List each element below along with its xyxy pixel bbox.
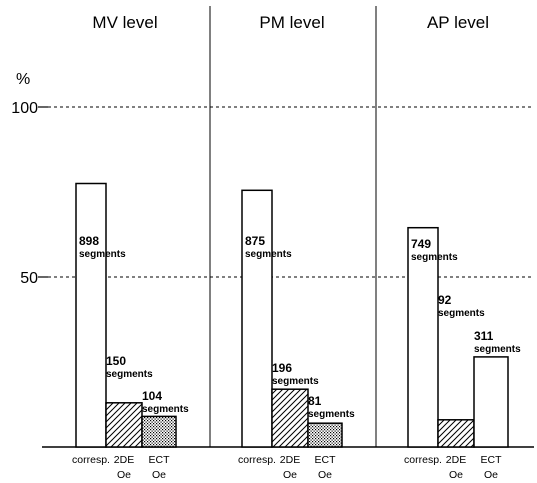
bar — [141, 415, 177, 448]
bar-count-label: 311 — [474, 329, 494, 343]
category-label: 2DE — [446, 454, 466, 466]
bar-count-label: 81 — [308, 394, 322, 408]
bar-segments-label: segments — [245, 249, 292, 260]
bar — [241, 189, 273, 448]
bar-count-label: 898 — [79, 234, 99, 248]
bar-count-label: 196 — [272, 361, 292, 375]
y-tick-label: 50 — [20, 270, 38, 287]
bar-count-label: 104 — [142, 389, 162, 403]
bar — [271, 388, 309, 448]
bar — [437, 419, 475, 448]
bar — [473, 356, 509, 448]
panel-title: PM level — [259, 13, 324, 32]
bar-count-label: 749 — [411, 237, 431, 251]
panel-title: AP level — [427, 13, 489, 32]
bar-segments-label: segments — [142, 404, 189, 415]
category-sublabel: Oe — [318, 469, 332, 481]
bar — [407, 226, 439, 448]
category-sublabel: Oe — [449, 469, 463, 481]
y-unit-label: % — [16, 71, 30, 88]
category-sublabel: Oe — [283, 469, 297, 481]
bar-count-label: 150 — [106, 354, 126, 368]
category-label: corresp. — [404, 454, 442, 466]
bar — [307, 422, 343, 448]
bar-segments-label: segments — [106, 369, 153, 380]
bar-segments-label: segments — [308, 409, 355, 420]
category-label: 2DE — [114, 454, 134, 466]
bar-segments-label: segments — [438, 308, 485, 319]
category-sublabel: Oe — [152, 469, 166, 481]
bar-segments-label: segments — [474, 344, 521, 355]
bar-segments-label: segments — [79, 249, 126, 260]
category-label: 2DE — [280, 454, 300, 466]
bar — [105, 402, 143, 448]
bar-count-label: 875 — [245, 234, 265, 248]
category-label: ECT — [149, 454, 171, 466]
bar-segments-label: segments — [411, 252, 458, 263]
bar-count-label: 92 — [438, 293, 452, 307]
category-label: corresp. — [238, 454, 276, 466]
bar-segments-label: segments — [272, 376, 319, 387]
category-sublabel: Oe — [117, 469, 131, 481]
category-label: ECT — [481, 454, 503, 466]
bar — [75, 182, 107, 448]
category-sublabel: Oe — [484, 469, 498, 481]
panel-title: MV level — [92, 13, 157, 32]
category-label: ECT — [315, 454, 337, 466]
y-tick-label: 100 — [11, 100, 38, 117]
category-label: corresp. — [72, 454, 110, 466]
